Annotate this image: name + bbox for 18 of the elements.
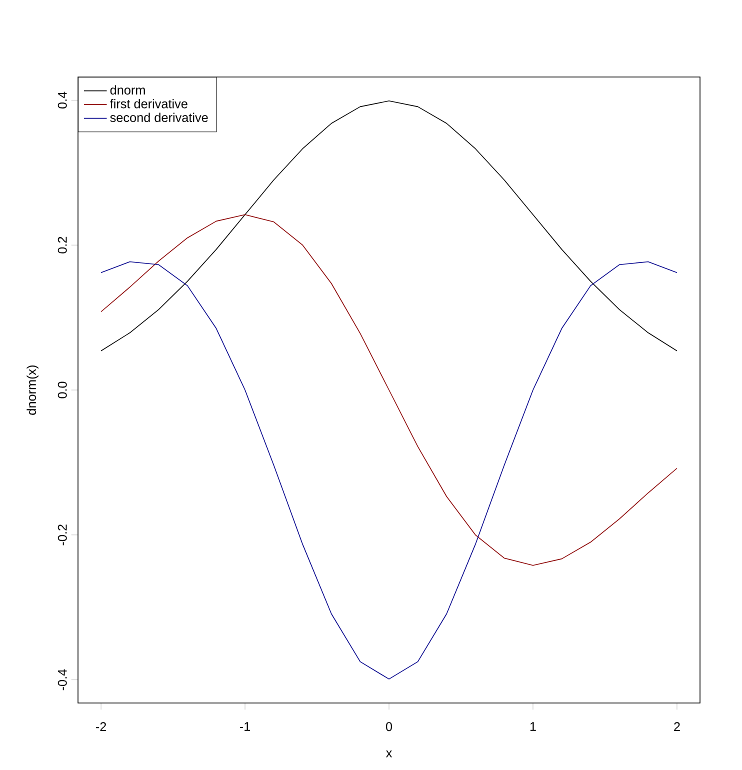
legend-label: dnorm — [110, 85, 145, 95]
line-series — [100, 261, 678, 680]
y-tick-label: -0.2 — [58, 524, 67, 546]
line-series — [100, 214, 678, 566]
x-tick-label: 0 — [386, 722, 392, 732]
x-tick-label: 2 — [674, 722, 680, 731]
y-tick-label: -0.4 — [58, 669, 67, 690]
line-series — [100, 100, 678, 352]
legend-label: second derivative — [110, 112, 208, 122]
x-tick-label: -1 — [240, 722, 250, 731]
y-tick-label: 0.0 — [58, 382, 67, 398]
y-tick-label: 0.2 — [58, 236, 67, 254]
x-tick-label: 1 — [530, 722, 536, 731]
y-tick-label: 0.4 — [58, 92, 67, 108]
x-axis-title: x — [386, 750, 392, 758]
legend-label: first derivative — [110, 99, 188, 108]
x-tick-label: -2 — [96, 722, 106, 731]
y-axis-title: dnorm(x) — [26, 365, 38, 415]
